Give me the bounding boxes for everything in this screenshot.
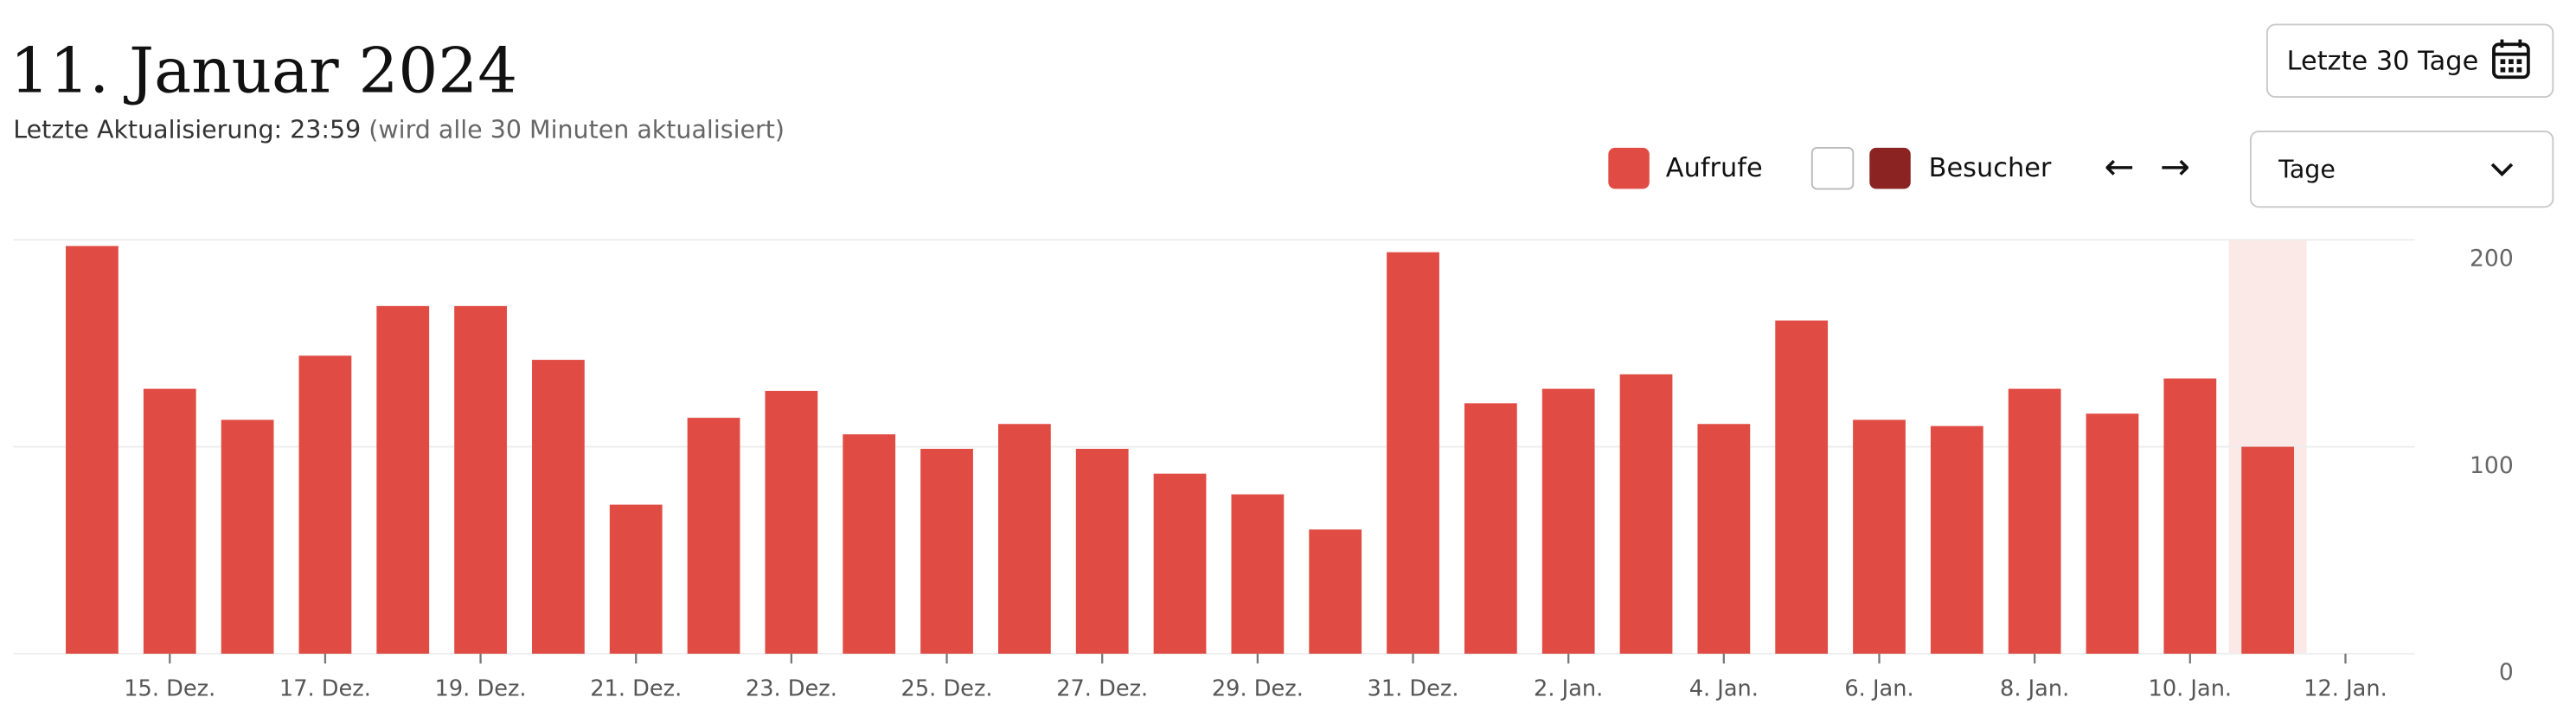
x-tick-label: 31. Dez. — [1368, 676, 1459, 702]
legend-swatch — [1869, 147, 1911, 189]
bar — [532, 360, 585, 654]
calendar-icon — [2492, 39, 2530, 80]
select-frame — [2249, 130, 2554, 208]
update-note: (wird alle 30 Minuten aktualisiert) — [368, 116, 785, 144]
legend-label: Aufrufe — [1666, 153, 1763, 183]
next-arrow[interactable]: → — [2160, 145, 2190, 188]
bar — [66, 246, 119, 654]
page-title: 11. Januar 2024 — [10, 35, 517, 107]
bar — [687, 418, 740, 654]
bar — [1930, 425, 1983, 654]
subtitle: Letzte Aktualisierung: 23:59 (wird alle … — [13, 116, 785, 144]
bar — [2163, 378, 2217, 654]
x-tick-label: 10. Jan. — [2149, 676, 2233, 702]
bar — [1464, 403, 1517, 654]
x-tick-label: 6. Jan. — [1844, 676, 1913, 702]
select-label: Tage — [2278, 156, 2336, 184]
bar — [221, 419, 274, 654]
bar — [1619, 374, 1673, 654]
button-frame — [2265, 23, 2554, 98]
bar — [1387, 252, 1439, 654]
x-tick-label: 8. Jan. — [2000, 676, 2069, 702]
bar — [1153, 473, 1207, 654]
button-label: Letzte 30 Tage — [2287, 47, 2479, 77]
bar — [765, 390, 818, 654]
x-tick-label: 21. Dez. — [590, 676, 682, 702]
x-tick-label: 27. Dez. — [1056, 676, 1148, 702]
x-tick-label: 29. Dez. — [1212, 676, 1304, 702]
chevron — [2490, 163, 2514, 176]
bar — [997, 424, 1051, 654]
x-tick-label: 15. Dez. — [124, 676, 215, 702]
x-tick-label: 23. Dez. — [746, 676, 837, 702]
legend-item[interactable]: Besucher — [1810, 146, 2052, 190]
bar — [143, 388, 196, 654]
bar — [1075, 448, 1129, 654]
period-select[interactable]: Tage — [2249, 130, 2554, 208]
x-tick-label: 2. Jan. — [1534, 676, 1603, 702]
x-tick-label: 4. Jan. — [1689, 676, 1759, 702]
x-tick-label: 17. Dez. — [279, 676, 371, 702]
y-tick-label: 200 — [2470, 246, 2514, 272]
legend-swatch — [1608, 147, 1650, 189]
range-button[interactable]: Letzte 30 Tage — [2265, 23, 2554, 98]
x-tick-label: 12. Jan. — [2304, 676, 2387, 702]
bar — [2241, 446, 2295, 654]
prev-arrow[interactable]: ← — [2104, 145, 2134, 188]
y-tick-label: 100 — [2470, 452, 2514, 479]
bar — [1541, 388, 1595, 654]
bar — [2086, 413, 2139, 654]
x-tick-label: 25. Dez. — [901, 676, 993, 702]
bar — [920, 448, 973, 654]
y-tick-label: 0 — [2499, 659, 2514, 686]
bar — [1309, 529, 1362, 654]
bar — [1775, 320, 1829, 654]
x-tick-label: 19. Dez. — [435, 676, 527, 702]
last-update: Letzte Aktualisierung: 23:59 — [13, 116, 361, 144]
bar — [454, 305, 507, 654]
bar — [609, 504, 663, 654]
bar — [376, 305, 430, 654]
plot: 0 100 200 15. Dez. 17. Dez. 19. Dez. 21. Dez. 2… — [13, 239, 2514, 702]
bar — [843, 434, 896, 654]
bar — [1231, 494, 1285, 654]
bar — [298, 355, 352, 654]
legend-item[interactable]: Aufrufe — [1608, 147, 1763, 189]
bar — [1697, 424, 1751, 654]
legend-checkbox — [1810, 146, 1855, 190]
legend-label: Besucher — [1929, 153, 2052, 183]
bar — [2008, 388, 2061, 654]
bar — [1853, 419, 1906, 654]
legend: Aufrufe Besucher — [1608, 146, 2052, 190]
